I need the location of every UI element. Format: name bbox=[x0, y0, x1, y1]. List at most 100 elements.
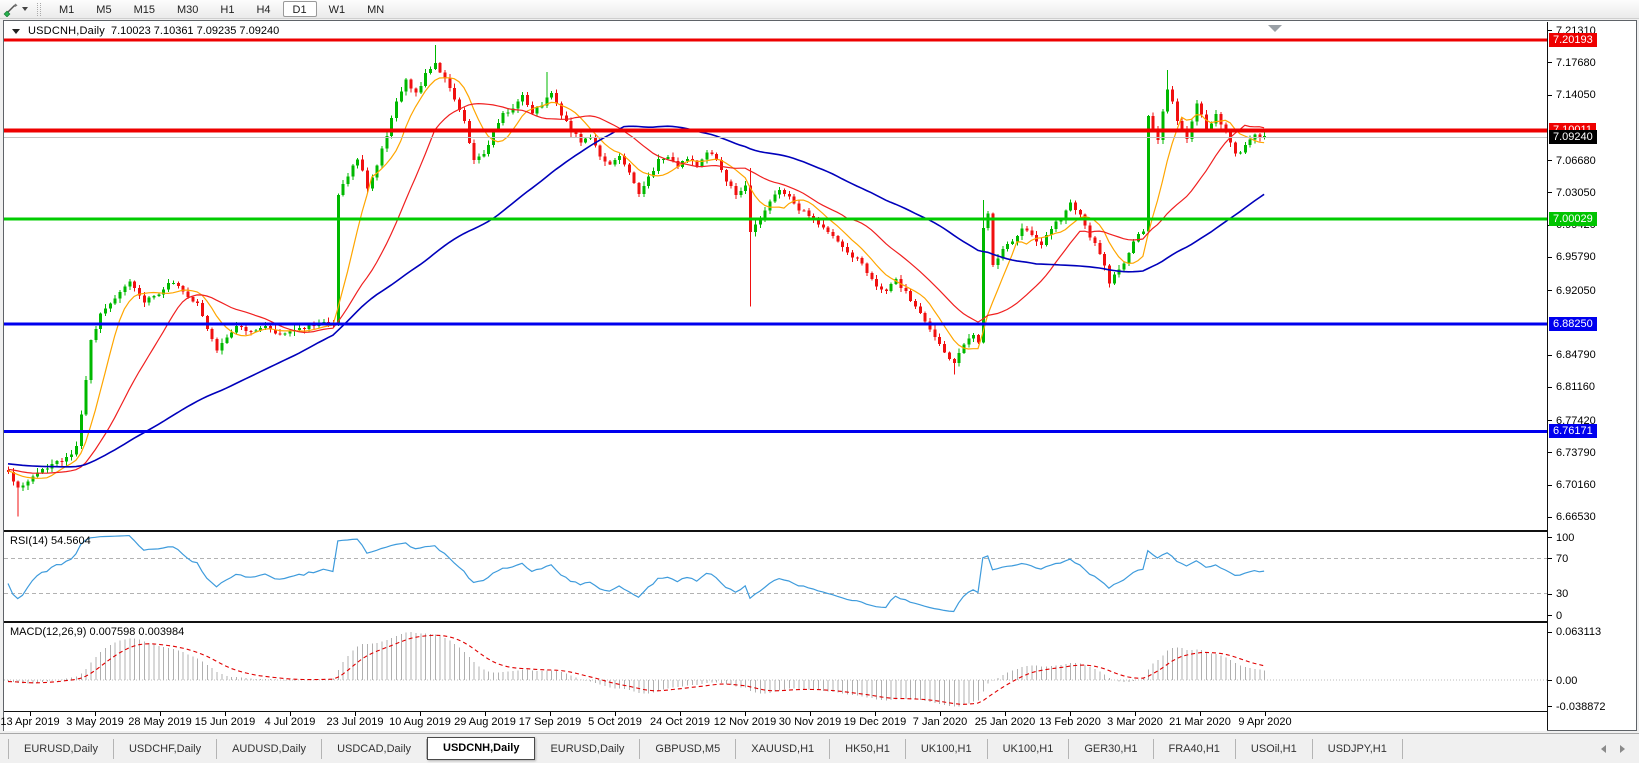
axis-tick-mark bbox=[1548, 615, 1552, 616]
timeframe-button-m15[interactable]: M15 bbox=[133, 4, 155, 16]
price-tick-label: 7.06680 bbox=[1556, 154, 1596, 167]
price-level-badge: 7.20193 bbox=[1549, 32, 1597, 47]
main-price-pane[interactable] bbox=[4, 22, 1547, 531]
axis-tick-mark bbox=[1548, 593, 1552, 595]
macd-chart-canvas[interactable] bbox=[4, 623, 1547, 711]
price-tick-label: 6.81160 bbox=[1556, 381, 1595, 394]
chart-tab-uk100-h1[interactable]: UK100,H1 bbox=[988, 738, 1070, 759]
date-axis-label: 21 Mar 2020 bbox=[1169, 716, 1231, 728]
price-tick-label: 7.14050 bbox=[1556, 89, 1596, 102]
chart-tabs: EURUSD,Daily USDCHF,Daily AUDUSD,Daily USDC… bbox=[8, 737, 1403, 760]
price-tick-label: 6.95790 bbox=[1556, 251, 1596, 264]
rsi-pane[interactable]: RSI(14) 54.5604 bbox=[4, 531, 1547, 622]
timeframe-button-m5[interactable]: M5 bbox=[96, 4, 112, 16]
timeframe-button-d1[interactable]: D1 bbox=[282, 1, 317, 17]
axis-tick-mark bbox=[1548, 558, 1552, 560]
axis-tick-mark bbox=[1548, 484, 1552, 486]
chart-tab-usdcad-daily[interactable]: USDCAD,Daily bbox=[322, 738, 428, 759]
date-axis-label: 12 Nov 2019 bbox=[713, 716, 777, 728]
chart-tab-usdcnh-daily[interactable]: USDCNH,Daily bbox=[427, 737, 536, 760]
chart-cursor-tool-button[interactable] bbox=[0, 1, 31, 18]
chart-tab-usdjpy-h1[interactable]: USDJPY,H1 bbox=[1313, 738, 1403, 759]
date-tick bbox=[420, 712, 421, 716]
axis-tick-mark bbox=[1548, 516, 1552, 518]
axis-tick-mark bbox=[1548, 631, 1552, 633]
chart-tab-usdchf-daily[interactable]: USDCHF,Daily bbox=[114, 738, 218, 759]
date-tick bbox=[1070, 712, 1071, 716]
price-tick-label: 6.77420 bbox=[1556, 414, 1596, 427]
date-tick bbox=[95, 712, 96, 716]
chart-tabs-bar: EURUSD,Daily USDCHF,Daily AUDUSD,Daily USDC… bbox=[0, 733, 1639, 763]
axis-tick-mark bbox=[1548, 680, 1552, 681]
date-axis[interactable]: 13 Apr 2019 3 May 2019 28 May 2019 15 Jun 2… bbox=[0, 712, 1547, 731]
chart-tab-uk100-h1[interactable]: UK100,H1 bbox=[906, 738, 988, 759]
tab-scroll-left-icon[interactable] bbox=[1601, 744, 1606, 753]
date-axis-label: 7 Jan 2020 bbox=[912, 716, 968, 728]
tool-dropdown-caret-icon[interactable] bbox=[22, 7, 28, 11]
axis-tick-mark bbox=[1548, 386, 1552, 388]
date-tick bbox=[30, 712, 31, 716]
price-tick-label: 6.84790 bbox=[1556, 349, 1596, 362]
date-tick bbox=[875, 712, 876, 716]
axis-tick-mark bbox=[1548, 290, 1552, 292]
chart-tab-hk50-h1[interactable]: HK50,H1 bbox=[830, 738, 906, 759]
price-axis[interactable]: 7.213107.176807.140507.066807.030506.994… bbox=[1547, 22, 1636, 730]
chart-tab-gbpusd-m5[interactable]: GBPUSD,M5 bbox=[640, 738, 737, 759]
chart-tab-fra40-h1[interactable]: FRA40,H1 bbox=[1154, 738, 1236, 759]
date-axis-label: 24 Oct 2019 bbox=[650, 716, 710, 728]
price-tick-label: 6.73790 bbox=[1556, 446, 1596, 459]
timeframe-button-h1[interactable]: H1 bbox=[220, 4, 235, 16]
date-axis-label: 23 Jul 2019 bbox=[326, 716, 384, 728]
date-tick bbox=[485, 712, 486, 716]
timeframe-button-w1[interactable]: W1 bbox=[328, 4, 346, 16]
macd-tick-label: 0.00 bbox=[1556, 674, 1578, 687]
macd-indicator-label: MACD(12,26,9) 0.007598 0.003984 bbox=[10, 626, 185, 638]
date-axis-label: 28 May 2019 bbox=[128, 716, 192, 728]
macd-tick-label: 0.063113 bbox=[1556, 626, 1602, 639]
chart-ohlc-values: 7.10023 7.10361 7.09235 7.09240 bbox=[110, 25, 280, 37]
chart-menu-icon[interactable] bbox=[12, 28, 20, 34]
timeframe-button-m30[interactable]: M30 bbox=[176, 4, 199, 16]
date-tick bbox=[225, 712, 226, 716]
chart-tab-ger30-h1[interactable]: GER30,H1 bbox=[1069, 738, 1154, 759]
date-tick bbox=[615, 712, 616, 716]
axis-tick-mark bbox=[1548, 160, 1552, 162]
chart-tab-eurusd-daily[interactable]: EURUSD,Daily bbox=[8, 738, 114, 759]
chart-tab-audusd-daily[interactable]: AUDUSD,Daily bbox=[217, 738, 323, 759]
price-tick-label: 6.92050 bbox=[1556, 284, 1596, 297]
top-toolbar: M1 M5 M15 M30 H1 H4 D1 W1 MN bbox=[0, 0, 1639, 19]
chart-tab-xauusd-h1[interactable]: XAUUSD,H1 bbox=[736, 738, 831, 759]
price-chart-canvas[interactable] bbox=[4, 22, 1547, 530]
rsi-tick-label: 70 bbox=[1556, 552, 1569, 565]
tab-scroll-right-icon[interactable] bbox=[1620, 744, 1625, 753]
chart-tab-usoil-h1[interactable]: USOil,H1 bbox=[1236, 738, 1313, 759]
timeframe-button-mn[interactable]: MN bbox=[367, 4, 385, 16]
date-tick bbox=[810, 712, 811, 716]
date-axis-label: 3 May 2019 bbox=[66, 716, 124, 728]
price-tick-label: 7.03050 bbox=[1556, 186, 1596, 199]
date-axis-label: 3 Mar 2020 bbox=[1107, 716, 1163, 728]
chart-tab-eurusd-daily[interactable]: EURUSD,Daily bbox=[535, 738, 641, 759]
date-axis-label: 19 Dec 2019 bbox=[843, 716, 907, 728]
chart-symbol-title: USDCNH,Daily bbox=[28, 25, 105, 37]
toolbar-grip-handle[interactable] bbox=[37, 2, 41, 16]
macd-pane[interactable]: MACD(12,26,9) 0.007598 0.003984 bbox=[4, 622, 1547, 712]
axis-tick-mark bbox=[1548, 256, 1552, 258]
tab-scroll-controls bbox=[1601, 744, 1625, 753]
timeframe-button-m1[interactable]: M1 bbox=[59, 4, 75, 16]
price-level-badge: 6.76171 bbox=[1549, 424, 1597, 439]
axis-tick-mark bbox=[1548, 94, 1552, 96]
rsi-chart-canvas[interactable] bbox=[4, 532, 1547, 621]
date-tick bbox=[1005, 712, 1006, 716]
date-axis-label: 10 Aug 2019 bbox=[389, 716, 451, 728]
price-tick-label: 7.17680 bbox=[1556, 56, 1596, 69]
axis-tick-mark bbox=[1548, 420, 1552, 422]
timeframe-button-h4[interactable]: H4 bbox=[256, 4, 271, 16]
rsi-tick-label: 30 bbox=[1556, 588, 1569, 601]
date-tick bbox=[550, 712, 551, 716]
macd-tick-label: -0.038872 bbox=[1556, 700, 1606, 713]
rsi-tick-label: 0 bbox=[1556, 609, 1563, 622]
date-axis-label: 29 Aug 2019 bbox=[454, 716, 516, 728]
axis-tick-mark bbox=[1548, 452, 1552, 454]
date-tick bbox=[680, 712, 681, 716]
